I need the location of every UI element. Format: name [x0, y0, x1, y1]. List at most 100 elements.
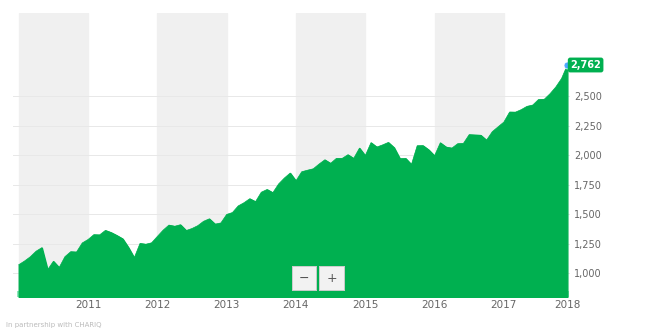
Bar: [421, 289, 424, 297]
Bar: [104, 291, 107, 297]
Bar: [283, 293, 286, 297]
Bar: [19, 13, 88, 297]
Bar: [288, 293, 292, 297]
Bar: [404, 288, 407, 297]
Bar: [80, 293, 84, 297]
Bar: [277, 291, 280, 297]
Bar: [92, 293, 95, 297]
Bar: [196, 291, 200, 297]
Bar: [531, 292, 535, 297]
Bar: [450, 290, 454, 297]
Text: −: −: [299, 272, 309, 284]
Bar: [157, 13, 227, 297]
Bar: [173, 291, 176, 297]
Text: +: +: [327, 272, 337, 284]
Bar: [468, 292, 470, 297]
Bar: [514, 292, 517, 297]
Bar: [358, 293, 361, 297]
Bar: [231, 291, 234, 297]
Bar: [548, 293, 551, 297]
Text: 2,762: 2,762: [570, 60, 601, 70]
Bar: [346, 293, 349, 297]
Bar: [318, 293, 321, 297]
Bar: [237, 293, 240, 297]
Bar: [121, 286, 124, 297]
Bar: [364, 289, 367, 297]
Bar: [375, 291, 378, 297]
Bar: [410, 285, 413, 297]
Bar: [254, 291, 257, 297]
Bar: [64, 291, 67, 297]
Bar: [352, 291, 355, 297]
Bar: [115, 288, 119, 297]
Bar: [167, 292, 170, 297]
Bar: [435, 13, 504, 297]
Bar: [266, 292, 269, 297]
Bar: [433, 288, 436, 297]
Text: In partnership with CHARIQ: In partnership with CHARIQ: [6, 322, 102, 328]
Bar: [462, 291, 465, 297]
Bar: [225, 292, 228, 297]
Bar: [306, 292, 309, 297]
Bar: [145, 289, 147, 297]
Bar: [86, 292, 89, 297]
Bar: [161, 292, 165, 297]
Bar: [52, 289, 55, 297]
Bar: [191, 290, 194, 297]
Bar: [75, 291, 78, 297]
Bar: [213, 289, 216, 297]
Bar: [179, 291, 182, 297]
Bar: [520, 293, 523, 297]
Bar: [456, 291, 459, 297]
Bar: [445, 291, 448, 297]
Bar: [329, 291, 332, 297]
Bar: [542, 292, 546, 297]
Bar: [300, 292, 303, 297]
Bar: [312, 292, 315, 297]
Bar: [399, 287, 402, 297]
Bar: [139, 288, 142, 297]
Bar: [491, 293, 494, 297]
Bar: [474, 292, 476, 297]
Bar: [242, 292, 246, 297]
Bar: [526, 293, 529, 297]
Bar: [415, 291, 419, 297]
Bar: [127, 284, 130, 297]
Bar: [335, 292, 338, 297]
Bar: [502, 293, 505, 297]
Bar: [69, 292, 73, 297]
Bar: [381, 291, 384, 297]
Bar: [46, 287, 49, 297]
Bar: [260, 293, 263, 297]
Bar: [560, 293, 563, 297]
Bar: [17, 291, 20, 297]
Bar: [496, 293, 500, 297]
Bar: [156, 291, 159, 297]
Bar: [566, 291, 569, 297]
Bar: [387, 292, 390, 297]
Bar: [23, 293, 26, 297]
Bar: [479, 291, 482, 297]
Bar: [202, 292, 205, 297]
Bar: [537, 293, 540, 297]
Bar: [323, 292, 327, 297]
Bar: [485, 289, 488, 297]
Bar: [58, 288, 61, 297]
Bar: [40, 291, 43, 297]
Bar: [29, 292, 32, 297]
Bar: [508, 293, 511, 297]
Bar: [341, 292, 343, 297]
Bar: [554, 292, 557, 297]
Bar: [98, 291, 101, 297]
Bar: [219, 290, 222, 297]
Bar: [185, 289, 188, 297]
Bar: [427, 290, 430, 297]
Bar: [133, 283, 136, 297]
Bar: [439, 292, 442, 297]
Bar: [369, 293, 373, 297]
Bar: [272, 291, 274, 297]
Bar: [150, 291, 153, 297]
Bar: [208, 293, 211, 297]
Bar: [294, 289, 297, 297]
Bar: [296, 13, 365, 297]
